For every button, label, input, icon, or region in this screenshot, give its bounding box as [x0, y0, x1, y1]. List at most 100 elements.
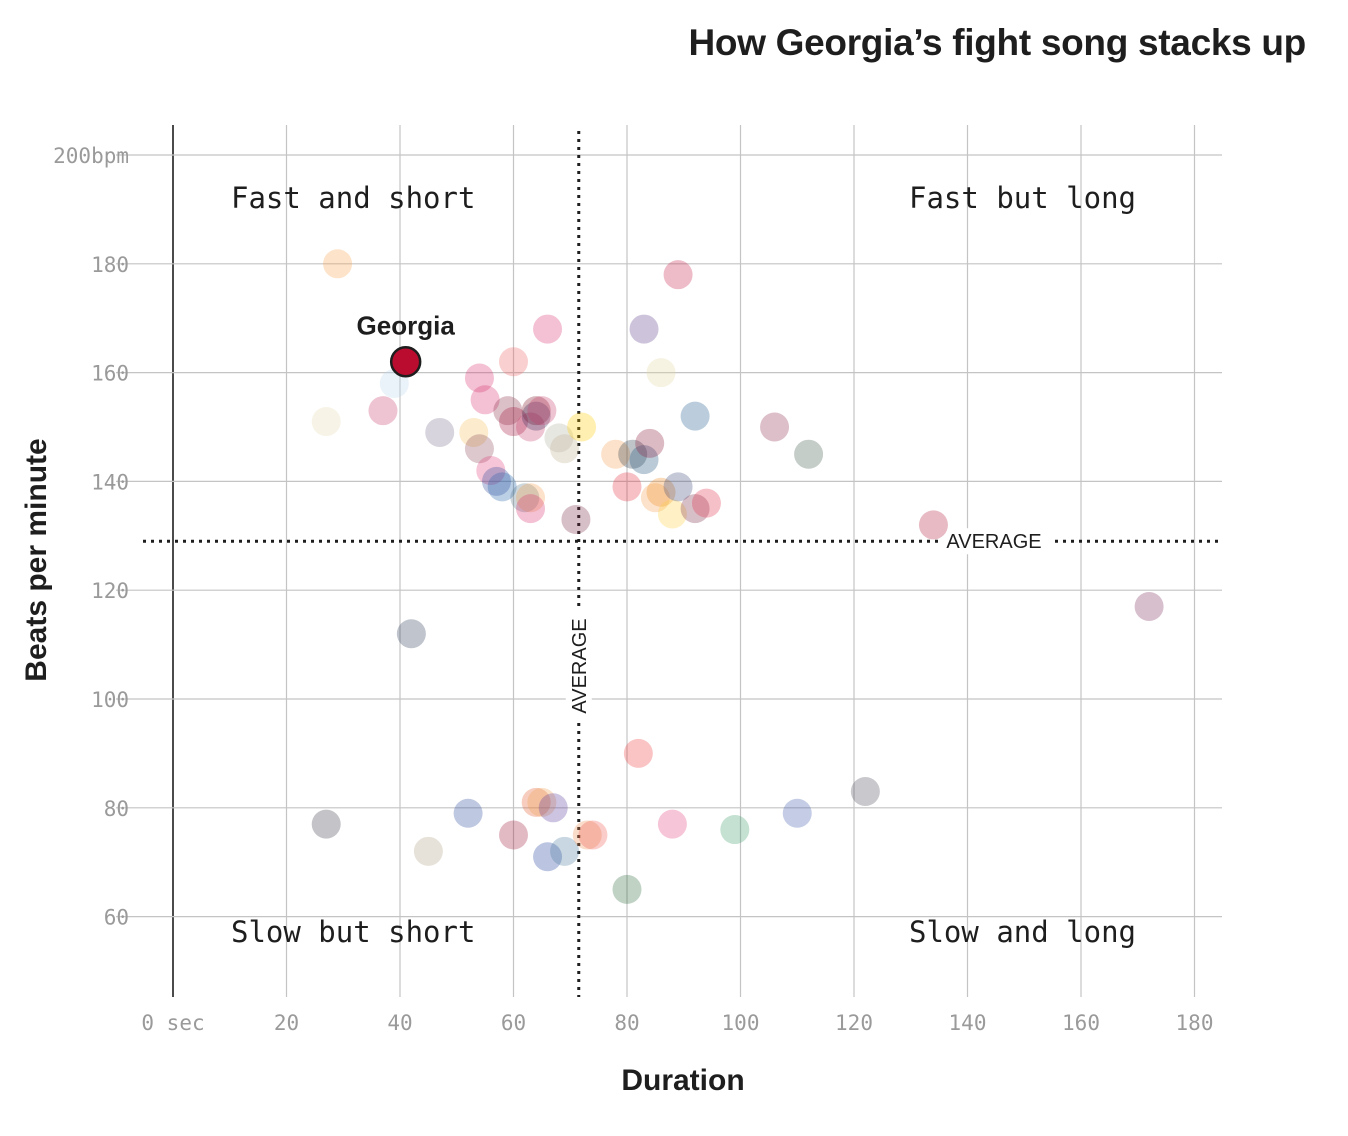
- data-point: [794, 439, 824, 469]
- data-point: [635, 428, 665, 458]
- average-bpm-label: AVERAGE: [946, 531, 1041, 553]
- chart-title: How Georgia’s fight song stacks up: [688, 22, 1306, 63]
- data-point: [760, 412, 790, 442]
- y-tick-label: 120: [91, 579, 129, 603]
- data-point: [311, 407, 341, 437]
- data-point: [550, 836, 580, 866]
- quadrant-label-top-left: Fast and short: [231, 181, 475, 215]
- x-axis-title: Duration: [621, 1064, 744, 1097]
- tick-labels: 0 sec 20 40 60 80 100 120 140 160 180 200bpm 180 160…: [53, 144, 1213, 1035]
- data-point: [663, 472, 693, 502]
- data-point: [567, 412, 597, 442]
- data-point: [663, 260, 693, 290]
- data-point: [499, 820, 528, 850]
- data-point: [629, 445, 659, 475]
- x-tick-label: 60: [501, 1011, 526, 1035]
- data-point: [550, 434, 580, 464]
- data-point: [481, 466, 511, 496]
- data-point: [680, 494, 710, 524]
- data-point: [646, 477, 676, 507]
- data-point: [572, 820, 602, 850]
- data-point: [510, 483, 540, 513]
- y-tick-label: 100: [91, 688, 129, 712]
- chart-annotations: Fast and short Fast but long Slow but sh…: [20, 181, 1136, 1097]
- data-point: [646, 358, 676, 388]
- data-point: [516, 412, 546, 442]
- data-point: [464, 434, 494, 464]
- highlight-label-georgia: Georgia: [357, 311, 456, 341]
- data-point: [561, 504, 591, 534]
- y-tick-label: 160: [91, 362, 129, 386]
- data-point: [612, 472, 642, 502]
- highlight-point-georgia: [389, 345, 422, 378]
- average-duration-label-bg: [565, 610, 592, 722]
- x-tick-label: 0 sec: [141, 1011, 204, 1035]
- quadrant-label-bottom-left: Slow but short: [231, 915, 475, 949]
- data-point: [1134, 592, 1164, 622]
- data-point: [918, 510, 948, 540]
- data-point: [578, 820, 608, 850]
- data-point: [396, 619, 426, 649]
- data-point: [459, 417, 489, 447]
- data-point: [521, 396, 551, 426]
- average-bpm-label-bg: [938, 528, 1050, 555]
- quadrant-label-top-right: Fast but long: [909, 181, 1136, 215]
- y-tick-label: 80: [104, 797, 129, 821]
- data-point: [612, 874, 642, 904]
- data-point: [657, 499, 687, 529]
- data-points: [311, 249, 1164, 904]
- data-point: [521, 401, 551, 431]
- data-point: [493, 396, 523, 426]
- data-point: [527, 396, 557, 426]
- x-tick-label: 100: [722, 1011, 760, 1035]
- average-lines: AVERAGE AVERAGE: [143, 131, 1218, 997]
- grid-layer: [116, 125, 1222, 997]
- data-point: [640, 483, 670, 513]
- data-point: [487, 472, 517, 502]
- data-point: [425, 417, 455, 447]
- data-point: [623, 738, 653, 768]
- y-tick-label: 180: [91, 253, 129, 277]
- average-duration-label: AVERAGE: [569, 618, 591, 713]
- data-point: [521, 787, 551, 817]
- data-point: [629, 314, 659, 344]
- data-point: [527, 787, 557, 817]
- x-tick-label: 160: [1062, 1011, 1100, 1035]
- x-tick-label: 120: [835, 1011, 873, 1035]
- data-point: [720, 815, 750, 845]
- data-point: [516, 483, 546, 513]
- y-tick-label: 140: [91, 470, 129, 494]
- x-tick-label: 40: [387, 1011, 412, 1035]
- data-point: [691, 488, 721, 518]
- data-point: [476, 456, 506, 486]
- data-point: [516, 494, 546, 524]
- data-point: [464, 363, 494, 393]
- data-point: [538, 793, 568, 823]
- data-point: [544, 423, 574, 453]
- data-point: [782, 798, 812, 828]
- x-tick-label: 80: [614, 1011, 639, 1035]
- data-point: [601, 439, 631, 469]
- data-point: [311, 809, 341, 839]
- data-point: [680, 401, 710, 431]
- data-point: [499, 407, 528, 437]
- y-tick-label: 60: [104, 906, 129, 930]
- data-point: [323, 249, 353, 279]
- quadrant-label-bottom-right: Slow and long: [909, 915, 1136, 949]
- data-point: [618, 439, 648, 469]
- data-point: [533, 842, 563, 872]
- y-tick-label: 200bpm: [53, 144, 129, 168]
- data-point: [413, 836, 443, 866]
- data-point: [850, 776, 880, 806]
- x-tick-label: 140: [949, 1011, 987, 1035]
- data-point: [657, 809, 687, 839]
- data-point: [499, 347, 528, 377]
- x-tick-label: 180: [1176, 1011, 1214, 1035]
- data-point: [533, 314, 563, 344]
- data-point: [453, 798, 483, 828]
- y-axis-title: Beats per minute: [20, 438, 53, 681]
- data-point: [368, 396, 398, 426]
- x-tick-label: 20: [274, 1011, 299, 1035]
- data-point: [470, 385, 500, 415]
